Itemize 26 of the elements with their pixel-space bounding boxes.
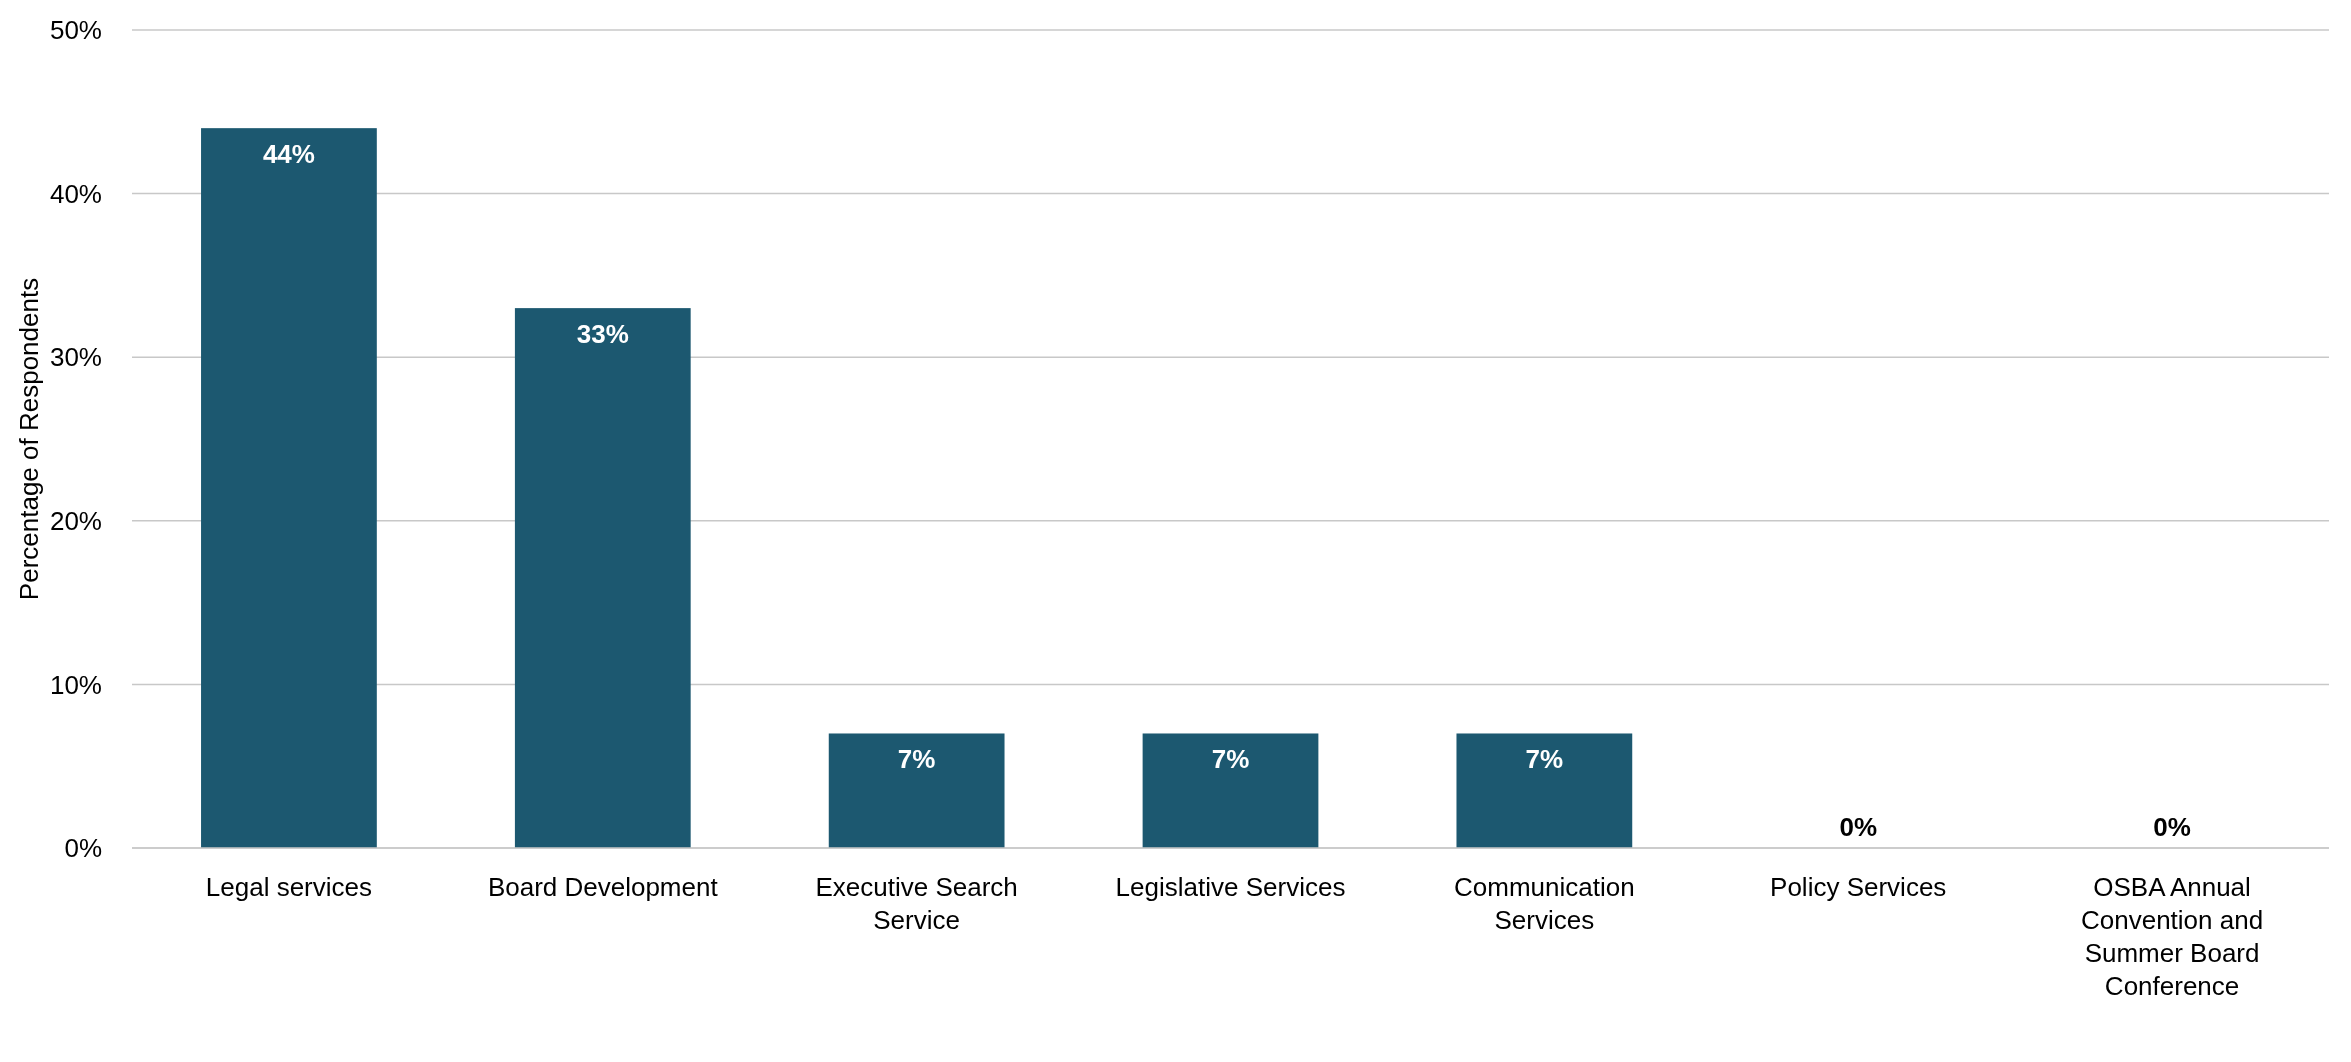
x-tick-label: Board Development <box>487 872 719 902</box>
data-label: 7% <box>1525 744 1564 775</box>
data-label: 0% <box>1839 812 1877 842</box>
y-tick-label: 10% <box>49 669 102 700</box>
y-tick-label: 40% <box>49 178 102 209</box>
bar <box>1456 733 1633 848</box>
y-axis-title: Percentage of Respondents <box>14 277 44 601</box>
x-tick-label: Communication Services <box>1454 872 1635 935</box>
x-tick-label: Legal services <box>205 872 373 902</box>
y-tick-label: 20% <box>49 505 102 536</box>
bar <box>1142 733 1319 848</box>
data-label: 7% <box>897 744 936 775</box>
y-tick-label: 0% <box>64 833 102 864</box>
x-tick-label: Policy Services <box>1770 872 1947 902</box>
y-tick-label: 30% <box>49 342 102 373</box>
x-tick-label: OSBA Annual Convention and Summer Board Conference <box>2081 872 2264 1001</box>
data-label: 0% <box>2153 812 2191 842</box>
y-tick-label: 50% <box>49 15 102 46</box>
bar <box>514 308 691 848</box>
bar <box>828 733 1005 848</box>
bar <box>201 128 377 848</box>
x-tick-label: Executive Search Service <box>815 872 1018 935</box>
data-label: 7% <box>1211 744 1250 775</box>
data-label: 44% <box>262 139 315 170</box>
data-label: 33% <box>576 319 629 350</box>
x-tick-label: Legislative Services <box>1115 872 1346 902</box>
